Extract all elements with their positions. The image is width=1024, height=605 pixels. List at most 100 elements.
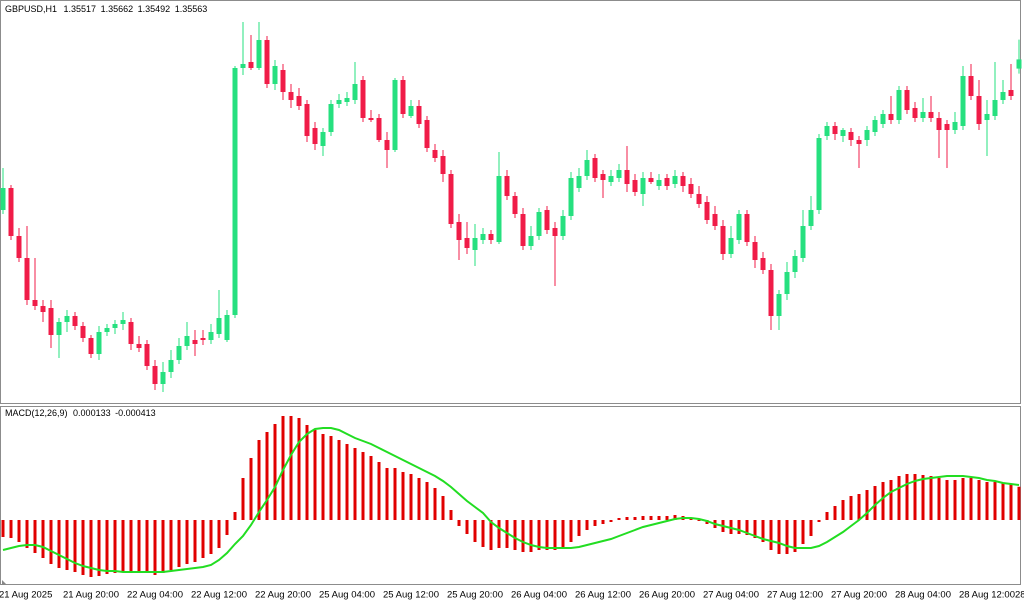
macd-bar	[529, 520, 533, 552]
candle-body	[64, 316, 70, 322]
candle-body	[80, 326, 86, 338]
candle-body	[48, 308, 54, 335]
macd-bar	[769, 520, 773, 550]
macd-bar	[817, 520, 821, 522]
macd-bar	[217, 520, 221, 548]
macd-bar	[73, 520, 77, 572]
macd-bar	[905, 474, 909, 520]
candle-body	[184, 336, 190, 346]
macd-bar	[617, 518, 621, 520]
candle-body	[504, 176, 510, 196]
macd-bar	[977, 480, 981, 520]
candle-body	[96, 332, 102, 354]
candle-body	[392, 80, 398, 150]
candle-body	[872, 120, 878, 132]
candle-body	[592, 158, 598, 178]
macd-bar	[809, 520, 813, 536]
candle-body	[760, 258, 766, 270]
macd-bar	[897, 476, 901, 520]
candle-body	[936, 118, 942, 130]
candle-body	[848, 132, 854, 140]
candle-body	[904, 90, 910, 110]
candle-body	[24, 258, 30, 300]
candle-body	[176, 346, 182, 360]
macd-bar	[521, 520, 525, 552]
candle-body	[152, 366, 158, 384]
macd-bar	[57, 520, 61, 568]
macd-bar	[97, 520, 101, 576]
candle-body	[520, 214, 526, 246]
macd-bar	[993, 482, 997, 520]
candle-body	[752, 242, 758, 260]
macd-bar	[545, 520, 549, 550]
corner-marker	[2, 580, 7, 585]
macd-bar	[433, 488, 437, 520]
macd-bar	[1017, 486, 1021, 520]
candle-body	[712, 214, 718, 226]
candle-body	[688, 184, 694, 194]
macd-bar	[361, 452, 365, 520]
candle-body	[944, 124, 950, 130]
candle-body	[488, 234, 494, 240]
macd-bar	[249, 458, 253, 520]
candle-body	[112, 324, 118, 328]
x-tick-label: 26 Aug 04:00	[511, 590, 567, 601]
candle-body	[208, 332, 214, 340]
macd-bar	[465, 520, 469, 534]
candle-body	[224, 315, 230, 340]
macd-bar	[1001, 483, 1005, 520]
candle-body	[624, 170, 630, 184]
macd-bar	[641, 516, 645, 520]
macd-bar	[761, 520, 765, 542]
x-tick-label: 22 Aug 20:00	[255, 590, 311, 601]
macd-bar	[913, 474, 917, 520]
macd-bar	[793, 520, 797, 552]
macd-bar	[753, 520, 757, 538]
macd-bar	[89, 520, 93, 577]
candle-body	[736, 214, 742, 240]
candle-body	[8, 188, 14, 236]
candle-body	[992, 100, 998, 116]
macd-bar	[841, 500, 845, 520]
x-tick-label: 27 Aug 04:00	[703, 590, 759, 601]
x-tick-label: 27 Aug 12:00	[767, 590, 823, 601]
candle-body	[648, 178, 654, 182]
macd-bar	[9, 520, 13, 538]
macd-bar	[945, 480, 949, 520]
macd-bar	[601, 520, 605, 524]
macd-bar	[969, 478, 973, 520]
x-tick-label: 28 Aug 20:00	[1015, 590, 1024, 601]
macd-bar	[113, 520, 117, 573]
candle-body	[160, 372, 166, 384]
x-tick-label: 22 Aug 12:00	[191, 590, 247, 601]
candle-body	[264, 40, 270, 84]
candle-body	[720, 226, 726, 254]
candle-body	[72, 316, 78, 326]
macd-bar	[985, 482, 989, 520]
candle-body	[304, 104, 310, 136]
macd-bar	[337, 440, 341, 520]
macd-bar	[161, 520, 165, 573]
candle-body	[56, 322, 62, 335]
candle-body	[768, 270, 774, 316]
last-close: 1.35563	[175, 4, 208, 14]
macd-bar	[633, 517, 637, 520]
macd-bar	[65, 520, 69, 570]
candle-body	[136, 344, 142, 348]
macd-bar	[649, 516, 653, 520]
macd-bar	[105, 520, 109, 574]
candle-body	[256, 40, 262, 68]
candle-body	[664, 178, 670, 186]
macd-bar	[49, 520, 53, 564]
x-tick-label: 26 Aug 12:00	[575, 590, 631, 601]
macd-bar	[745, 520, 749, 535]
x-tick-label: 27 Aug 20:00	[831, 590, 887, 601]
candle-body	[968, 76, 974, 96]
macd-bar	[201, 520, 205, 558]
macd-bar	[265, 432, 269, 520]
candle-body	[608, 176, 614, 182]
candle-body	[480, 234, 486, 240]
candle-body	[632, 180, 638, 192]
candle-body	[120, 320, 126, 324]
